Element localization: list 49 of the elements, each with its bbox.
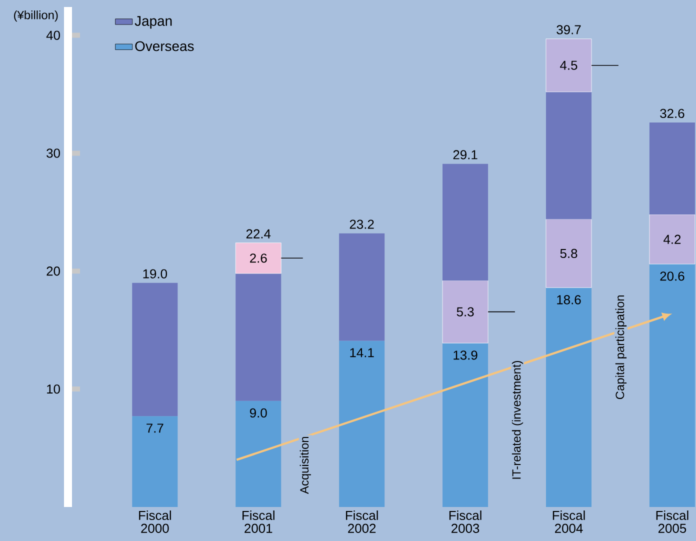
legend-label: Japan (134, 16, 172, 29)
bar (442, 280, 488, 344)
x-tick-label: Fiscal 2000 (139, 510, 171, 533)
y-tick-label: 40 (46, 30, 60, 40)
bar (546, 288, 592, 507)
bar (339, 233, 385, 341)
total-label: 32.6 (660, 108, 684, 118)
total-label: 23.2 (350, 220, 374, 229)
x-tick-label: Fiscal 2001 (242, 510, 274, 533)
y-tick-label: 10 (47, 384, 60, 394)
data-label: 20.6 (660, 272, 684, 281)
bar (236, 400, 282, 507)
annotation: Capital participation (615, 295, 627, 400)
annotation: IT-related (investment) (512, 361, 524, 479)
x-tick-label: Fiscal 2002 (346, 510, 378, 533)
bar (236, 273, 282, 401)
data-label: 4.2 (664, 234, 681, 244)
y-tick-label: 20 (46, 266, 60, 276)
data-label: 5.8 (560, 248, 578, 258)
total-label: 39.7 (556, 25, 581, 34)
bar (649, 214, 696, 264)
total-label: 29.1 (453, 150, 478, 160)
total-label: 19.0 (143, 269, 168, 278)
bar (442, 164, 488, 281)
data-label: 18.6 (557, 295, 581, 304)
bar (546, 92, 592, 220)
legend-label: Overseas (135, 41, 194, 52)
data-label: 14.1 (350, 348, 374, 358)
bar (649, 264, 695, 507)
data-label: 13.9 (454, 350, 478, 360)
data-label: 7.7 (146, 424, 164, 433)
y-tick-label: 30 (46, 148, 60, 158)
bar (132, 416, 178, 507)
x-tick-label: Fiscal 2005 (656, 510, 688, 533)
y-axis-title: (¥billion) (14, 10, 58, 22)
data-label: 2.6 (250, 254, 267, 263)
bar (546, 219, 592, 288)
data-label: 4.5 (560, 60, 578, 70)
bar (442, 343, 488, 507)
total-label: 22.4 (246, 229, 271, 238)
bar (339, 340, 385, 507)
annotation: Acquisition (300, 436, 311, 494)
bar (649, 122, 695, 215)
data-label: 9.0 (250, 408, 267, 418)
x-tick-label: Fiscal 2004 (552, 510, 585, 533)
data-label: 5.3 (456, 307, 474, 316)
x-tick-label: Fiscal 2003 (449, 510, 482, 533)
bar (132, 282, 178, 416)
bar (235, 242, 282, 274)
